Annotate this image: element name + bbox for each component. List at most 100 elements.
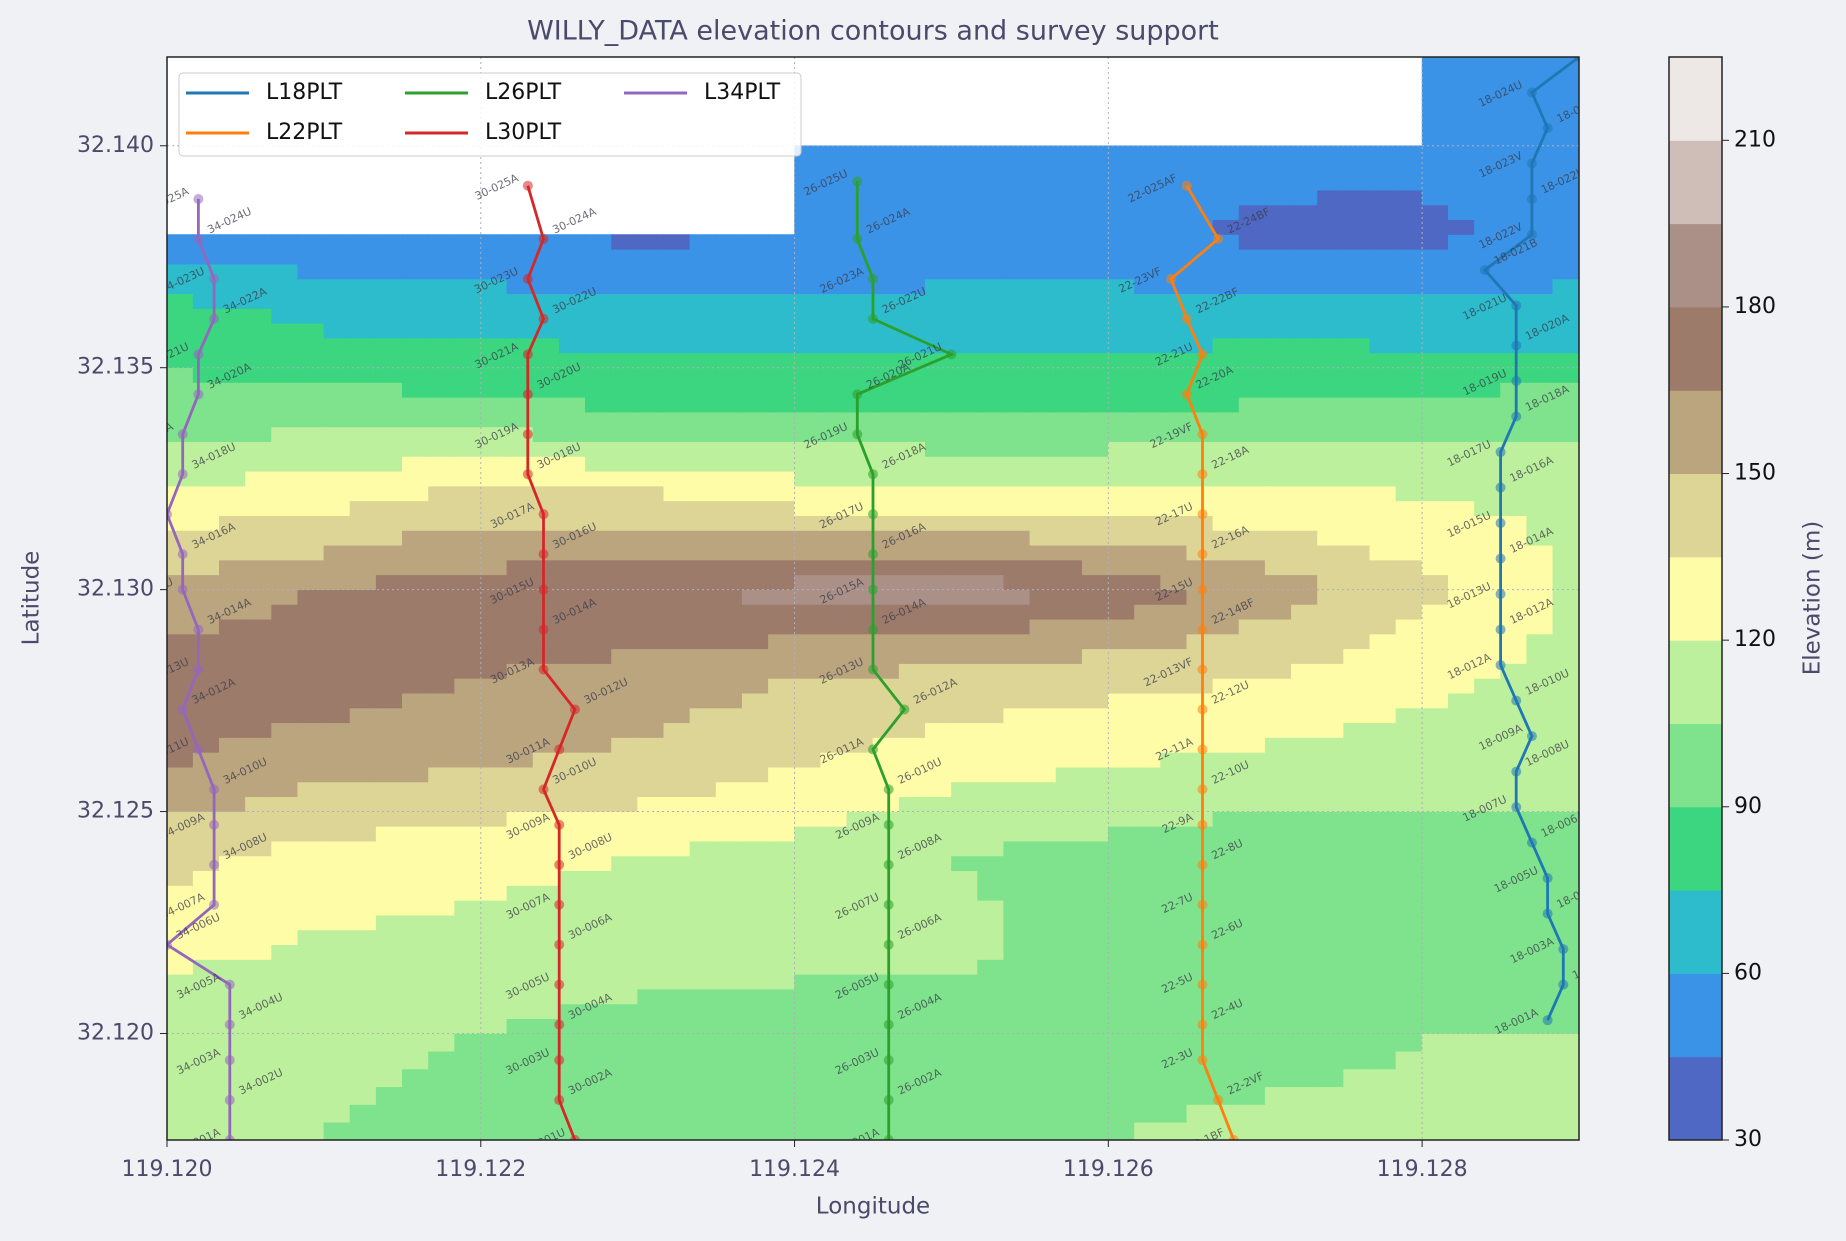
contour-cell bbox=[585, 973, 612, 990]
contour-cell bbox=[218, 485, 246, 502]
contour-cell bbox=[637, 648, 665, 664]
contour-cell bbox=[1029, 396, 1057, 413]
station-marker bbox=[554, 939, 565, 950]
contour-cell bbox=[1134, 692, 1161, 709]
contour-cell bbox=[637, 1033, 665, 1052]
contour-cell bbox=[480, 796, 508, 812]
contour-cell bbox=[663, 382, 691, 398]
contour-cell bbox=[820, 530, 848, 546]
contour-cell bbox=[1055, 263, 1083, 280]
contour-cell bbox=[924, 929, 952, 946]
contour-cell bbox=[1474, 249, 1501, 265]
contour-cell bbox=[1552, 515, 1579, 531]
contour-cell bbox=[1055, 204, 1083, 221]
contour-cell bbox=[1343, 663, 1371, 679]
contour-cell bbox=[794, 456, 822, 472]
contour-cell bbox=[768, 840, 795, 857]
contour-cell bbox=[218, 1068, 246, 1088]
contour-cell bbox=[585, 278, 612, 295]
contour-cell bbox=[1395, 278, 1423, 295]
contour-cell bbox=[715, 470, 743, 487]
contour-cell bbox=[1552, 1033, 1579, 1052]
contour-cell bbox=[428, 485, 455, 502]
contour-cell bbox=[1134, 1068, 1161, 1088]
contour-cell bbox=[585, 633, 612, 650]
contour-cell bbox=[1474, 722, 1501, 738]
contour-cell bbox=[1317, 382, 1344, 398]
contour-cell bbox=[611, 470, 638, 487]
contour-cell bbox=[715, 249, 743, 265]
contour-cell bbox=[558, 293, 586, 309]
contour-cell bbox=[1134, 337, 1161, 354]
contour-cell bbox=[218, 678, 246, 694]
contour-cell bbox=[663, 811, 691, 827]
contour-cell bbox=[663, 914, 691, 931]
contour-cell bbox=[794, 189, 822, 206]
contour-cell bbox=[480, 559, 508, 576]
contour-cell bbox=[1552, 559, 1579, 576]
contour-cell bbox=[558, 308, 586, 324]
contour-cell bbox=[506, 1003, 534, 1019]
contour-cell bbox=[768, 663, 795, 679]
contour-cell bbox=[1264, 1050, 1292, 1070]
contour-cell bbox=[611, 323, 638, 339]
contour-cell bbox=[271, 973, 299, 990]
contour-cell bbox=[820, 633, 848, 650]
contour-cell bbox=[1317, 692, 1344, 709]
contour-cell bbox=[558, 811, 586, 827]
contour-cell bbox=[480, 766, 508, 783]
contour-cell bbox=[977, 1033, 1005, 1052]
contour-cell bbox=[323, 914, 351, 931]
contour-cell bbox=[1186, 796, 1214, 812]
contour-cell bbox=[1395, 648, 1423, 664]
contour-cell bbox=[768, 426, 795, 442]
contour-cell bbox=[977, 737, 1005, 753]
contour-cell bbox=[611, 944, 638, 960]
contour-cell bbox=[297, 781, 325, 798]
contour-cell bbox=[1238, 929, 1266, 946]
contour-cell bbox=[1291, 352, 1318, 368]
contour-cell bbox=[480, 234, 508, 250]
contour-cell bbox=[1447, 574, 1475, 590]
contour-cell bbox=[1369, 293, 1397, 309]
contour-cell bbox=[637, 293, 665, 309]
contour-cell bbox=[558, 678, 586, 694]
contour-cell bbox=[924, 515, 952, 531]
contour-cell bbox=[1055, 604, 1083, 620]
contour-cell bbox=[167, 515, 194, 531]
contour-cell bbox=[1291, 648, 1318, 664]
contour-cell bbox=[1291, 426, 1318, 442]
contour-cell bbox=[924, 249, 952, 265]
station-marker bbox=[538, 549, 549, 560]
contour-cell bbox=[741, 500, 769, 516]
contour-cell bbox=[715, 1086, 743, 1105]
station-marker bbox=[946, 349, 957, 360]
contour-cell bbox=[663, 663, 691, 679]
contour-cell bbox=[1160, 337, 1188, 354]
contour-cell bbox=[245, 826, 272, 842]
contour-cell bbox=[1474, 811, 1501, 827]
contour-cell bbox=[1081, 826, 1109, 842]
station-marker bbox=[554, 899, 565, 910]
contour-cell bbox=[611, 618, 638, 635]
contour-cell bbox=[192, 470, 220, 487]
contour-cell bbox=[454, 367, 482, 383]
contour-cell bbox=[1238, 988, 1266, 1005]
contour-cell bbox=[951, 826, 978, 842]
contour-cell bbox=[715, 278, 743, 295]
contour-cell bbox=[375, 633, 403, 650]
contour-cell bbox=[1134, 929, 1161, 946]
contour-cell bbox=[951, 278, 978, 295]
contour-cell bbox=[872, 604, 900, 620]
contour-cell bbox=[1474, 441, 1501, 457]
legend-label: L30PLT bbox=[485, 120, 562, 145]
contour-cell bbox=[349, 574, 377, 590]
contour-cell bbox=[297, 633, 325, 650]
contour-cell bbox=[218, 707, 246, 724]
contour-cell bbox=[323, 737, 351, 753]
contour-cell bbox=[1055, 589, 1083, 605]
contour-cell bbox=[585, 234, 612, 250]
y-tick-label: 32.125 bbox=[77, 799, 154, 824]
contour-cell bbox=[271, 1003, 299, 1019]
station-marker bbox=[522, 429, 533, 440]
